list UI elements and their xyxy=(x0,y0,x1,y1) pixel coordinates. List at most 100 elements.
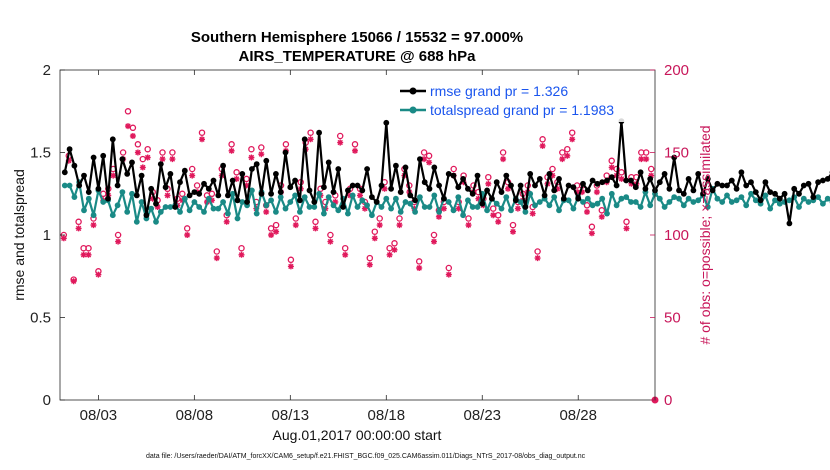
obs-layer xyxy=(60,108,659,404)
obs-possible-point xyxy=(248,145,255,153)
footer-datafile: data file: /Users/raeder/DAI/ATM_forcXX/… xyxy=(146,453,586,460)
rmse-point xyxy=(210,177,217,184)
spread-point xyxy=(695,197,702,204)
rmse-point xyxy=(724,182,730,189)
rmse-point xyxy=(412,197,418,204)
rmse-point xyxy=(589,177,596,184)
spread-point xyxy=(776,200,783,207)
rmse-point xyxy=(71,162,78,169)
rmse-point xyxy=(772,190,778,197)
spread-point xyxy=(325,194,332,201)
spread-point xyxy=(297,209,303,215)
obs-possible-point xyxy=(415,258,423,265)
spread-point xyxy=(570,205,577,212)
rmse-point xyxy=(61,169,68,176)
obs-assimilated-point xyxy=(628,180,635,187)
spread-point xyxy=(205,195,212,202)
x-tick-label: 08/23 xyxy=(463,407,501,424)
rmse-point xyxy=(556,176,562,182)
rmse-point xyxy=(349,182,356,189)
obs-possible-point xyxy=(583,202,591,209)
spread-point xyxy=(273,209,279,215)
rmse-point xyxy=(287,184,294,191)
spread-point xyxy=(556,207,562,214)
spread-point xyxy=(210,205,217,212)
spread-point xyxy=(508,207,514,214)
obs-assimilated-point xyxy=(60,235,67,242)
rmse-point xyxy=(282,149,289,156)
obs-possible-point xyxy=(430,231,438,239)
obs-assimilated-point xyxy=(514,205,521,212)
obs-assimilated-point xyxy=(431,238,437,245)
rmse-point xyxy=(527,171,534,177)
spread-point xyxy=(426,204,433,210)
spread-point xyxy=(752,197,759,204)
obs-assimilated-point xyxy=(213,255,220,262)
obs-assimilated-point xyxy=(139,164,146,171)
rmse-point xyxy=(733,185,740,192)
obs-possible-point xyxy=(351,141,359,148)
rmse-point xyxy=(546,171,553,177)
chart-title: Southern Hemisphere 15066 / 15532 = 97.0… xyxy=(191,29,523,46)
obs-assimilated-point xyxy=(643,156,650,163)
rmse-point xyxy=(570,184,577,191)
obs-assimilated-point xyxy=(534,255,541,262)
obs-assimilated-point xyxy=(539,142,546,149)
rmse-point xyxy=(181,167,188,174)
obs-assimilated-point xyxy=(307,136,314,143)
rmse-point xyxy=(263,157,270,164)
rmse-point xyxy=(124,171,131,177)
spread-point xyxy=(786,197,793,204)
spread-point xyxy=(690,199,697,205)
obs-assimilated-point xyxy=(648,172,655,179)
obs-possible-point xyxy=(124,108,132,115)
obs-possible-point xyxy=(608,157,615,165)
spread-point xyxy=(177,209,183,215)
rmse-point xyxy=(76,182,83,189)
rmse-point xyxy=(762,179,769,186)
spread-point xyxy=(191,199,198,205)
rmse-point xyxy=(584,187,591,194)
rmse-point xyxy=(301,136,308,143)
spread-point xyxy=(282,205,289,212)
rmse-point xyxy=(138,172,145,179)
obs-assimilated-point xyxy=(386,251,393,258)
obs-possible-point xyxy=(568,129,576,136)
obs-possible-point xyxy=(134,141,142,148)
legend-rmse-label: rmse grand pr = 1.326 xyxy=(430,83,568,99)
rmse-point xyxy=(637,169,644,176)
obs-assimilated-point xyxy=(125,123,131,130)
rmse-point xyxy=(700,190,706,197)
obs-assimilated-point xyxy=(129,133,136,139)
rmse-point xyxy=(719,182,726,189)
obs-possible-point xyxy=(307,129,314,136)
obs-assimilated-point xyxy=(505,185,511,192)
rmse-point xyxy=(661,171,668,177)
obs-assimilated-point xyxy=(485,180,492,187)
obs-possible-point xyxy=(169,149,176,156)
spread-point xyxy=(719,199,726,205)
rmse-point xyxy=(325,159,332,166)
spread-point xyxy=(628,199,634,205)
obs-assimilated-point xyxy=(510,228,516,235)
rmse-point xyxy=(373,199,380,205)
spread-point xyxy=(301,194,308,201)
ticks-layer: 08/03 08/08 08/13 08/18 08/23 08/2800.511.520… xyxy=(30,62,689,424)
obs-assimilated-point xyxy=(327,238,334,245)
rmse-point xyxy=(522,204,529,210)
spread-point xyxy=(90,212,97,219)
spread-point xyxy=(330,202,337,209)
obs-assimilated-point xyxy=(115,238,122,245)
rmse-point xyxy=(119,156,126,163)
rmse-point xyxy=(172,204,179,210)
y-axis-label-left: rmse and totalspread xyxy=(11,169,27,301)
obs-possible-point xyxy=(188,165,196,173)
obs-possible-point xyxy=(198,129,206,136)
rmse-point xyxy=(244,199,251,205)
obs-assimilated-point xyxy=(584,208,590,215)
spread-point xyxy=(800,195,807,202)
spread-point xyxy=(417,194,423,201)
y-tick-label: 0 xyxy=(43,392,51,409)
spread-point xyxy=(604,210,610,217)
rmse-point xyxy=(623,177,630,184)
